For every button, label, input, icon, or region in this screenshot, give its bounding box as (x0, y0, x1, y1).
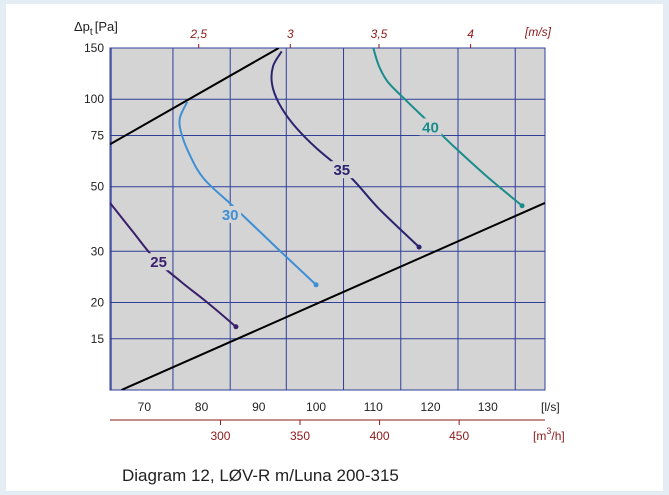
diagram-caption: Diagram 12, LØV-R m/Luna 200-315 (122, 466, 399, 485)
curve-30-endpoint (313, 282, 319, 288)
curve-35-endpoint (416, 244, 422, 250)
plot-area (110, 48, 545, 390)
x-tick-label: 110 (364, 400, 383, 414)
curve-35-label: 35 (333, 162, 350, 179)
top-tick-label: 4 (467, 27, 474, 41)
x-axis-unit: [l/s] (541, 400, 560, 414)
y-tick-label: 100 (84, 92, 104, 106)
top-tick-label: 3,5 (371, 27, 388, 41)
y-axis-label: Δpt [Pa] (74, 19, 118, 38)
curve-40-label: 40 (422, 119, 439, 136)
curve-25-label: 25 (150, 254, 167, 271)
curve-25-label-bg (147, 253, 170, 271)
x-tick-label: 100 (306, 400, 326, 414)
secondary-tick-label: 350 (290, 429, 310, 443)
x-tick-label: 70 (138, 400, 152, 414)
curve-25-endpoint (233, 324, 239, 330)
curve-30 (178, 101, 317, 286)
system-line (120, 201, 545, 390)
curve-30-label-bg (219, 205, 242, 223)
top-tick-label: 3 (287, 27, 294, 41)
curve-30-label: 30 (222, 207, 239, 224)
secondary-axis-unit: [m3/h] (533, 426, 565, 443)
curve-35-label-bg (330, 161, 353, 179)
curve-35 (270, 50, 420, 248)
secondary-tick-label: 400 (370, 429, 390, 443)
y-tick-label: 30 (91, 244, 105, 258)
y-tick-label: 15 (91, 332, 105, 346)
chart-panel: 25 30 35 40 15 20 30 50 75 100 150 70 80 90 100 110 120… (6, 4, 663, 491)
system-line (110, 48, 280, 146)
y-tick-label: 50 (91, 180, 105, 194)
x-tick-label: 90 (252, 400, 266, 414)
plot-frame (109, 47, 546, 391)
top-axis-unit: [m/s] (524, 25, 552, 39)
curve-40 (372, 48, 523, 207)
curve-40-label-bg (419, 118, 442, 136)
curve-25 (110, 202, 237, 328)
secondary-tick-label: 450 (449, 429, 469, 443)
y-tick-label: 150 (84, 41, 104, 55)
y-tick-label: 75 (91, 129, 105, 143)
pressure-flow-chart: 25 30 35 40 15 20 30 50 75 100 150 70 80 90 100 110 120… (74, 19, 565, 443)
y-tick-label: 20 (91, 295, 105, 309)
curve-40-endpoint (519, 203, 525, 209)
top-tick-label: 2,5 (189, 27, 207, 41)
secondary-tick-label: 300 (210, 429, 230, 443)
x-tick-label: 80 (195, 400, 209, 414)
x-tick-label: 130 (478, 400, 498, 414)
x-tick-label: 120 (421, 400, 441, 414)
